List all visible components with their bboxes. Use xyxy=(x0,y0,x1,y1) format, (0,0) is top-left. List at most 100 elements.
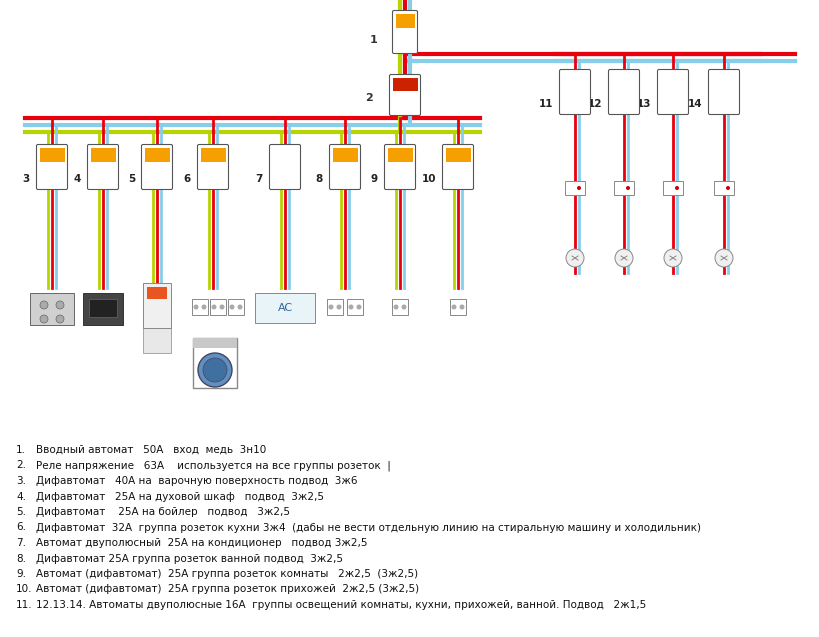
Bar xyxy=(201,148,225,162)
Text: 5: 5 xyxy=(128,174,135,184)
Text: Дифавтомат   40А на  варочную поверхность подвод  3ж6: Дифавтомат 40А на варочную поверхность п… xyxy=(36,476,358,486)
Text: 12: 12 xyxy=(587,99,602,109)
Circle shape xyxy=(626,186,630,190)
Text: Дифавтомат    25А на бойлер   подвод   3ж2,5: Дифавтомат 25А на бойлер подвод 3ж2,5 xyxy=(36,507,290,517)
Text: Реле напряжение   63А    используется на все группы розеток  |: Реле напряжение 63А используется на все … xyxy=(36,461,391,471)
Circle shape xyxy=(459,304,464,310)
FancyBboxPatch shape xyxy=(658,69,689,115)
Bar xyxy=(387,148,413,162)
Circle shape xyxy=(198,353,232,387)
Circle shape xyxy=(349,304,354,310)
FancyBboxPatch shape xyxy=(392,10,418,54)
Text: 10.: 10. xyxy=(16,585,33,594)
Text: Дифавтомат   25А на духовой шкаф   подвод  3ж2,5: Дифавтомат 25А на духовой шкаф подвод 3ж… xyxy=(36,492,324,501)
Text: Дифавтомат 25А группа розеток ванной подвод  3ж2,5: Дифавтомат 25А группа розеток ванной под… xyxy=(36,554,343,564)
FancyBboxPatch shape xyxy=(559,69,590,115)
Circle shape xyxy=(40,315,48,323)
Circle shape xyxy=(675,186,679,190)
Bar xyxy=(446,148,470,162)
FancyBboxPatch shape xyxy=(269,145,301,189)
Circle shape xyxy=(56,301,64,309)
Bar xyxy=(255,293,315,323)
Circle shape xyxy=(193,304,198,310)
Text: 4: 4 xyxy=(74,174,81,184)
Text: Вводный автомат   50А   вход  медь  3н10: Вводный автомат 50А вход медь 3н10 xyxy=(36,445,266,455)
Circle shape xyxy=(203,358,227,382)
Text: 1: 1 xyxy=(369,35,377,45)
Circle shape xyxy=(238,304,242,310)
FancyBboxPatch shape xyxy=(142,145,173,189)
Circle shape xyxy=(566,249,584,267)
FancyBboxPatch shape xyxy=(708,69,740,115)
Text: 11.: 11. xyxy=(16,600,33,610)
Circle shape xyxy=(393,304,399,310)
Circle shape xyxy=(664,249,682,267)
Text: 3.: 3. xyxy=(16,476,26,486)
Text: Дифавтомат  32А  группа розеток кухни 3ж4  (дабы не вести отдельную линию на сти: Дифавтомат 32А группа розеток кухни 3ж4 … xyxy=(36,522,701,533)
Text: 2: 2 xyxy=(365,93,373,103)
Circle shape xyxy=(726,186,730,190)
FancyBboxPatch shape xyxy=(37,145,67,189)
Circle shape xyxy=(201,304,206,310)
Bar xyxy=(143,283,171,328)
Text: 1.: 1. xyxy=(16,445,26,455)
Bar xyxy=(30,293,74,325)
Bar xyxy=(396,13,414,27)
Bar xyxy=(147,287,167,299)
Bar xyxy=(193,338,237,348)
FancyBboxPatch shape xyxy=(442,145,473,189)
Bar xyxy=(347,299,363,315)
Circle shape xyxy=(337,304,342,310)
Bar xyxy=(83,293,123,325)
FancyBboxPatch shape xyxy=(609,69,640,115)
Circle shape xyxy=(229,304,234,310)
Text: 3: 3 xyxy=(23,174,30,184)
Circle shape xyxy=(40,301,48,309)
Text: Автомат (дифавтомат)  25А группа розеток прихожей  2ж2,5 (3ж2,5): Автомат (дифавтомат) 25А группа розеток … xyxy=(36,585,419,594)
Bar xyxy=(210,299,226,315)
Bar xyxy=(143,328,171,353)
Circle shape xyxy=(328,304,333,310)
Bar xyxy=(89,299,117,317)
Bar xyxy=(144,148,170,162)
FancyBboxPatch shape xyxy=(390,75,420,115)
Text: 5.: 5. xyxy=(16,507,26,517)
Text: 13: 13 xyxy=(636,99,651,109)
Circle shape xyxy=(219,304,224,310)
Text: 7: 7 xyxy=(256,174,263,184)
Text: Автомат двуполюсный  25А на кондиционер   подвод 3ж2,5: Автомат двуполюсный 25А на кондиционер п… xyxy=(36,538,368,548)
Circle shape xyxy=(451,304,456,310)
Bar xyxy=(450,299,466,315)
Text: 2.: 2. xyxy=(16,461,26,471)
Bar xyxy=(39,148,65,162)
Text: 8.: 8. xyxy=(16,554,26,564)
Text: 8: 8 xyxy=(316,174,323,184)
Bar xyxy=(192,299,208,315)
Bar xyxy=(714,181,734,195)
FancyBboxPatch shape xyxy=(329,145,360,189)
Bar xyxy=(327,299,343,315)
Bar xyxy=(193,338,237,388)
Text: Автомат (дифавтомат)  25А группа розеток комнаты   2ж2,5  (3ж2,5): Автомат (дифавтомат) 25А группа розеток … xyxy=(36,569,419,579)
FancyBboxPatch shape xyxy=(384,145,415,189)
Text: 6.: 6. xyxy=(16,522,26,533)
Text: 12.13.14. Автоматы двуполюсные 16А  группы освещений комнаты, кухни, прихожей, в: 12.13.14. Автоматы двуполюсные 16А групп… xyxy=(36,600,646,610)
Text: 10: 10 xyxy=(422,174,436,184)
Text: 7.: 7. xyxy=(16,538,26,548)
Bar xyxy=(228,299,244,315)
Text: 6: 6 xyxy=(183,174,191,184)
Text: 9.: 9. xyxy=(16,569,26,579)
Circle shape xyxy=(715,249,733,267)
Circle shape xyxy=(577,186,581,190)
Bar xyxy=(392,299,408,315)
Circle shape xyxy=(56,315,64,323)
Text: 11: 11 xyxy=(539,99,553,109)
Circle shape xyxy=(615,249,633,267)
Circle shape xyxy=(356,304,361,310)
Bar xyxy=(614,181,634,195)
FancyBboxPatch shape xyxy=(197,145,229,189)
Bar xyxy=(392,78,418,91)
Text: AC: AC xyxy=(278,303,292,313)
Text: 9: 9 xyxy=(371,174,378,184)
Bar xyxy=(565,181,585,195)
